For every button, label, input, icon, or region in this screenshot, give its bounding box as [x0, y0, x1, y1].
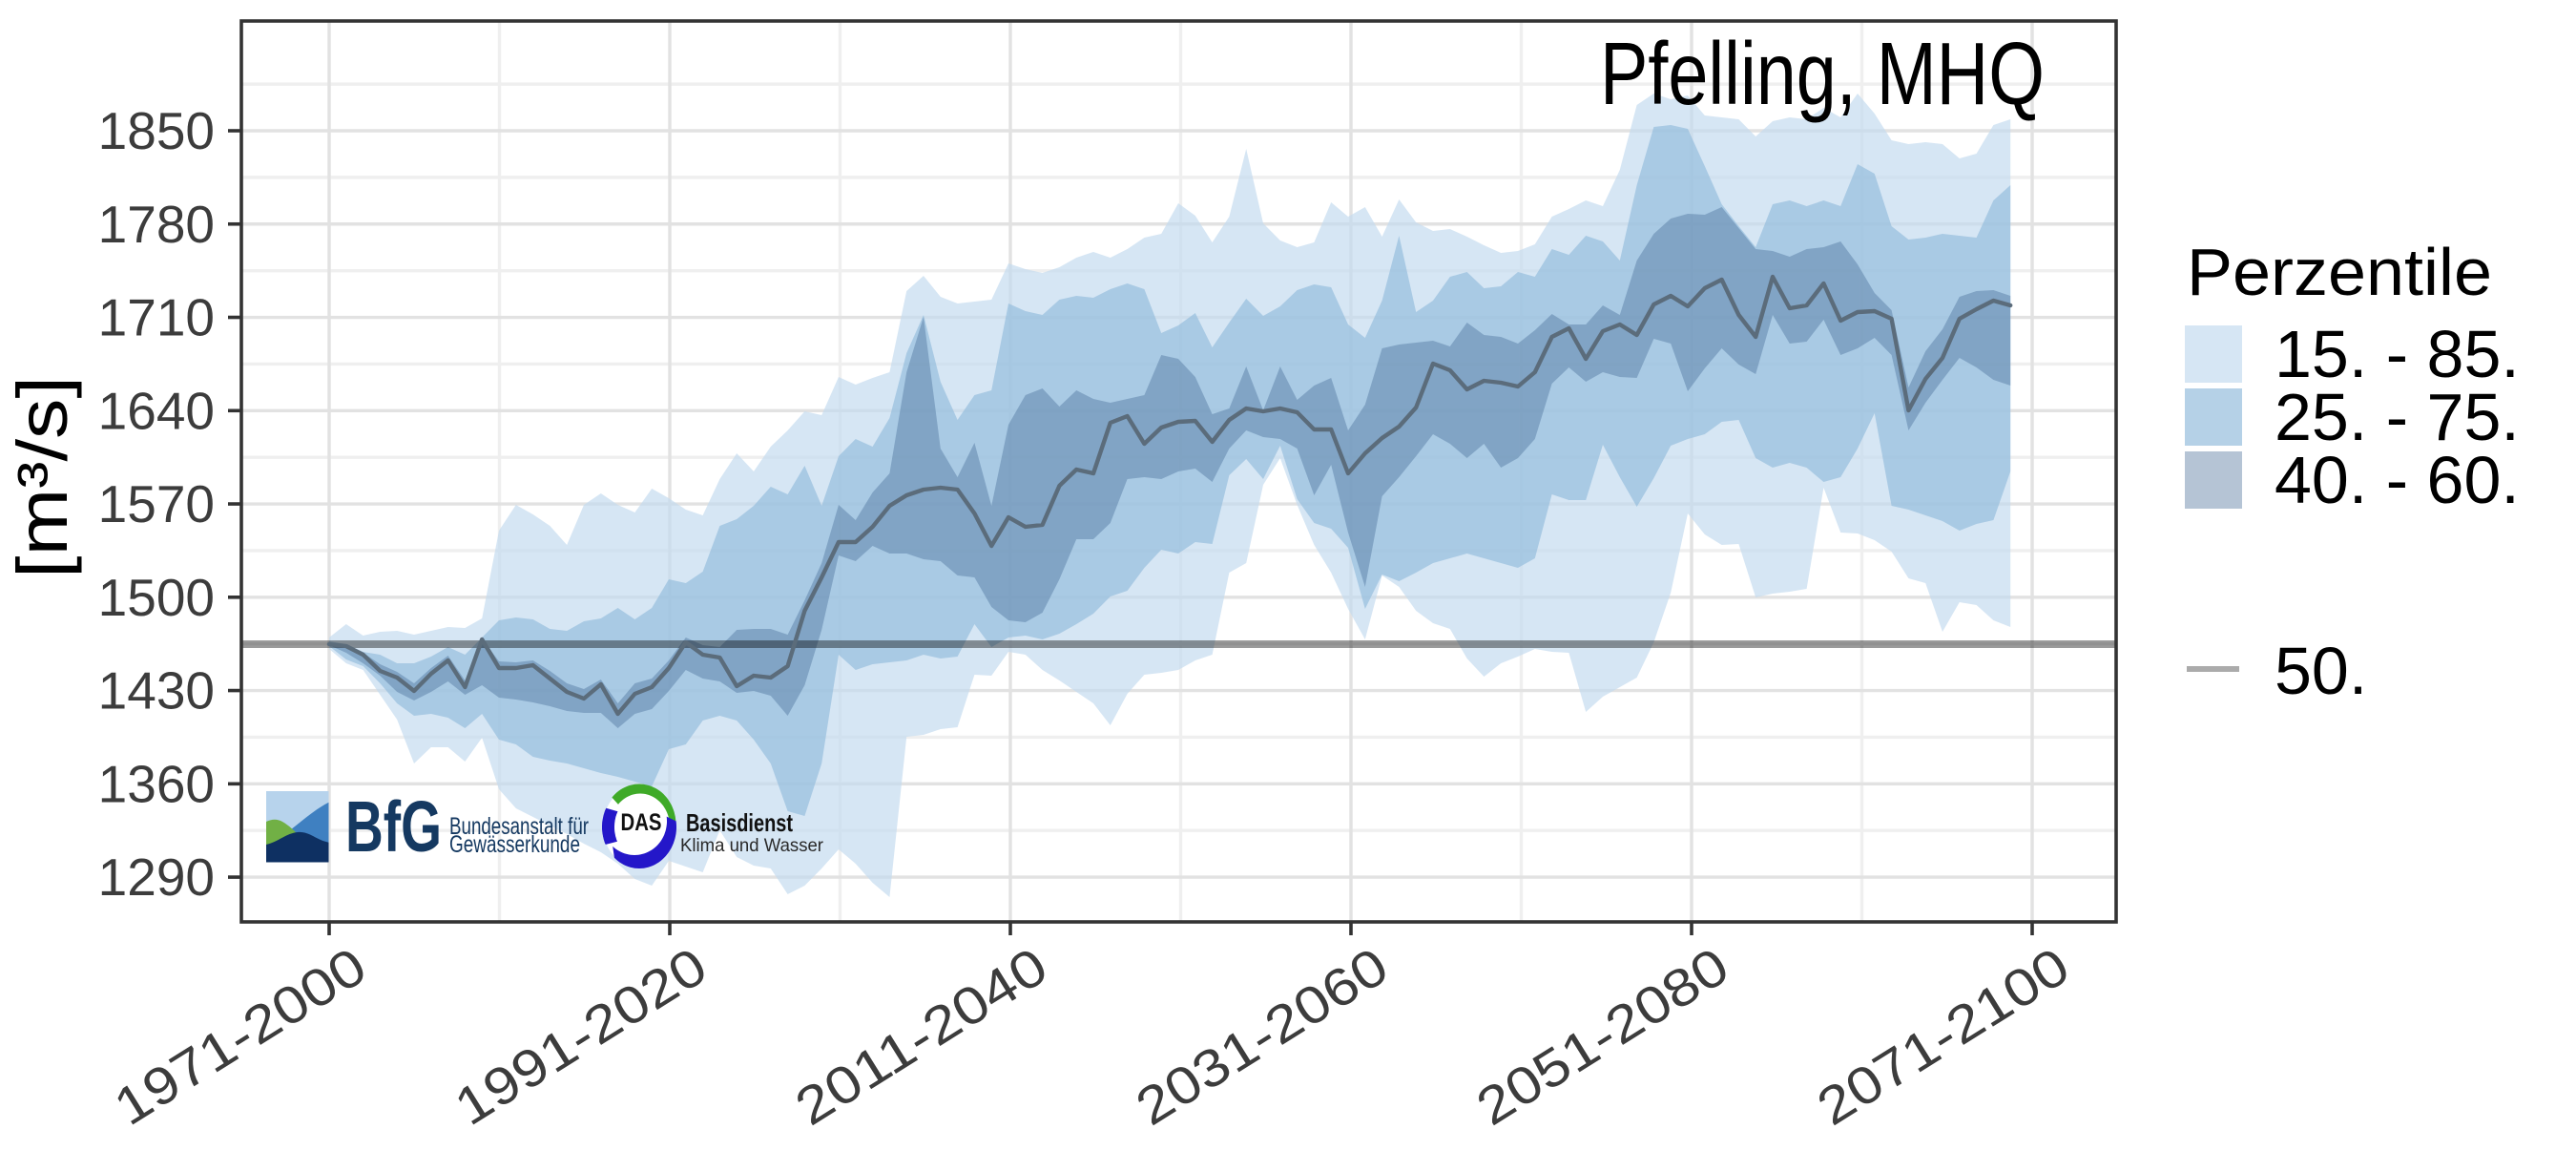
svg-text:Gewässerkunde: Gewässerkunde — [449, 831, 580, 858]
svg-text:Klima und Wasser: Klima und Wasser — [680, 835, 823, 856]
svg-text:40. - 60.: 40. - 60. — [2275, 443, 2520, 517]
svg-text:25. - 75.: 25. - 75. — [2275, 380, 2520, 454]
svg-text:1290: 1290 — [98, 847, 215, 907]
svg-text:[m³/s]: [m³/s] — [3, 376, 82, 578]
svg-text:50.: 50. — [2275, 634, 2367, 708]
svg-text:Perzentile: Perzentile — [2187, 235, 2492, 309]
svg-text:DAS: DAS — [621, 809, 662, 836]
svg-text:Pfelling, MHQ: Pfelling, MHQ — [1600, 24, 2045, 123]
svg-text:1710: 1710 — [98, 288, 215, 347]
svg-text:1780: 1780 — [98, 195, 215, 254]
svg-text:1640: 1640 — [98, 381, 215, 440]
svg-text:1360: 1360 — [98, 754, 215, 813]
svg-text:1850: 1850 — [98, 101, 215, 160]
svg-text:1430: 1430 — [98, 661, 215, 721]
svg-text:Bundesanstalt für: Bundesanstalt für — [449, 813, 589, 840]
svg-text:BfG: BfG — [345, 786, 442, 867]
svg-text:Basisdienst: Basisdienst — [686, 808, 793, 837]
svg-text:15. - 85.: 15. - 85. — [2275, 317, 2520, 391]
svg-text:1570: 1570 — [98, 474, 215, 533]
svg-text:1500: 1500 — [98, 568, 215, 627]
